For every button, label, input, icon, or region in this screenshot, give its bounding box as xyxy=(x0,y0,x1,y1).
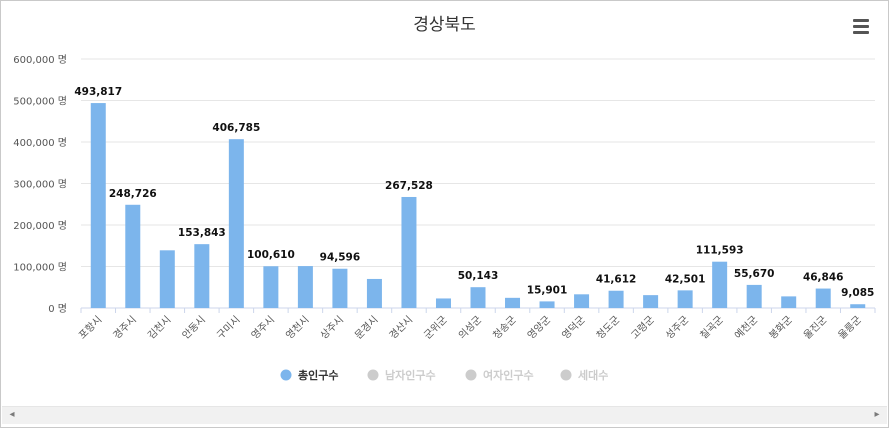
bar[interactable] xyxy=(815,288,831,308)
data-label: 55,670 xyxy=(734,268,775,280)
legend-marker[interactable] xyxy=(560,369,572,381)
data-label: 15,901 xyxy=(527,284,568,296)
x-tick-label: 예천군 xyxy=(732,314,760,342)
x-tick-label: 영양군 xyxy=(525,314,553,342)
data-label: 50,143 xyxy=(458,270,499,282)
bar[interactable] xyxy=(539,301,555,308)
bar[interactable] xyxy=(366,278,382,308)
data-label: 41,612 xyxy=(596,274,637,286)
bar[interactable] xyxy=(228,139,244,308)
x-tick-label: 군위군 xyxy=(421,313,450,342)
data-label: 153,843 xyxy=(178,227,226,239)
bar[interactable] xyxy=(677,290,693,308)
legend-item-2[interactable]: 남자인구수 xyxy=(385,368,436,382)
x-tick-label: 칠곡군 xyxy=(698,314,726,342)
x-tick-label: 성주군 xyxy=(663,314,691,342)
chart-plot: 0 명 100,000 명 200,000 명 300,000 명 400,000 명 5… xyxy=(13,54,876,382)
x-tick-label: 울릉군 xyxy=(836,314,864,342)
data-label: 94,596 xyxy=(320,252,361,264)
bar[interactable] xyxy=(505,297,521,308)
x-tick-label: 의성군 xyxy=(456,314,484,342)
y-tick-label: 0 명 xyxy=(48,303,67,315)
bar[interactable] xyxy=(574,294,590,308)
x-tick-label: 경산시 xyxy=(386,313,415,342)
x-tick-label: 청도군 xyxy=(594,314,622,342)
x-tick-label: 안동시 xyxy=(180,314,208,342)
data-label: 248,726 xyxy=(109,188,157,200)
bar[interactable] xyxy=(90,103,106,308)
legend-marker[interactable] xyxy=(465,369,477,381)
legend-marker[interactable] xyxy=(367,369,379,381)
x-tick-label: 문경시 xyxy=(352,313,381,342)
bar[interactable] xyxy=(746,284,762,308)
bar[interactable] xyxy=(194,244,210,308)
scroll-right-icon[interactable]: ▸ xyxy=(874,409,880,420)
bar[interactable] xyxy=(608,290,624,308)
bar[interactable] xyxy=(401,196,417,308)
data-label: 46,846 xyxy=(803,272,844,284)
y-tick-label: 600,000 명 xyxy=(13,54,67,66)
data-label: 9,085 xyxy=(841,287,874,299)
data-label: 42,501 xyxy=(665,273,706,285)
bar[interactable] xyxy=(125,204,141,308)
bar[interactable] xyxy=(263,266,279,308)
data-label: 111,593 xyxy=(696,245,744,257)
bar[interactable] xyxy=(159,250,175,308)
data-label: 493,817 xyxy=(74,86,122,98)
data-label: 267,528 xyxy=(385,180,433,192)
bar[interactable] xyxy=(297,266,313,308)
bar[interactable] xyxy=(781,296,797,308)
bar[interactable] xyxy=(643,295,659,308)
x-tick-label: 울진군 xyxy=(801,314,829,342)
legend-item-1[interactable]: 총인구수 xyxy=(298,368,338,382)
bar[interactable] xyxy=(470,287,486,308)
x-tick-label: 영천시 xyxy=(284,314,312,342)
chart-title: 경상북도 xyxy=(413,15,476,35)
legend-item-3[interactable]: 여자인구수 xyxy=(483,368,534,382)
x-tick-label: 봉화군 xyxy=(767,314,795,342)
y-tick-label: 400,000 명 xyxy=(13,137,67,149)
x-tick-label: 고령군 xyxy=(629,314,657,342)
x-tick-label: 영덕군 xyxy=(560,314,588,342)
scroll-left-icon[interactable]: ◂ xyxy=(9,409,15,420)
data-label: 100,610 xyxy=(247,249,295,261)
y-tick-label: 300,000 명 xyxy=(13,179,67,191)
bar[interactable] xyxy=(712,261,728,308)
horizontal-scrollbar[interactable]: ◂ ▸ xyxy=(2,406,887,424)
y-tick-label: 100,000 명 xyxy=(13,262,67,274)
x-tick-label: 상주시 xyxy=(318,314,346,342)
x-tick-label: 김천시 xyxy=(145,314,173,342)
bar[interactable] xyxy=(850,304,866,308)
legend-marker[interactable] xyxy=(280,369,292,381)
x-tick-label: 구미시 xyxy=(214,314,242,342)
data-label: 406,785 xyxy=(212,122,260,134)
bar[interactable] xyxy=(332,268,348,308)
bar[interactable] xyxy=(435,298,451,308)
hamburger-menu-icon[interactable] xyxy=(851,18,871,34)
x-tick-label: 청송군 xyxy=(491,314,519,342)
x-tick-label: 영주시 xyxy=(249,314,277,342)
x-tick-label: 경주시 xyxy=(110,313,139,342)
y-tick-label: 200,000 명 xyxy=(13,220,67,232)
y-tick-label: 500,000 명 xyxy=(13,96,67,108)
legend-item-4[interactable]: 세대수 xyxy=(578,368,608,382)
x-tick-label: 포항시 xyxy=(76,314,104,342)
